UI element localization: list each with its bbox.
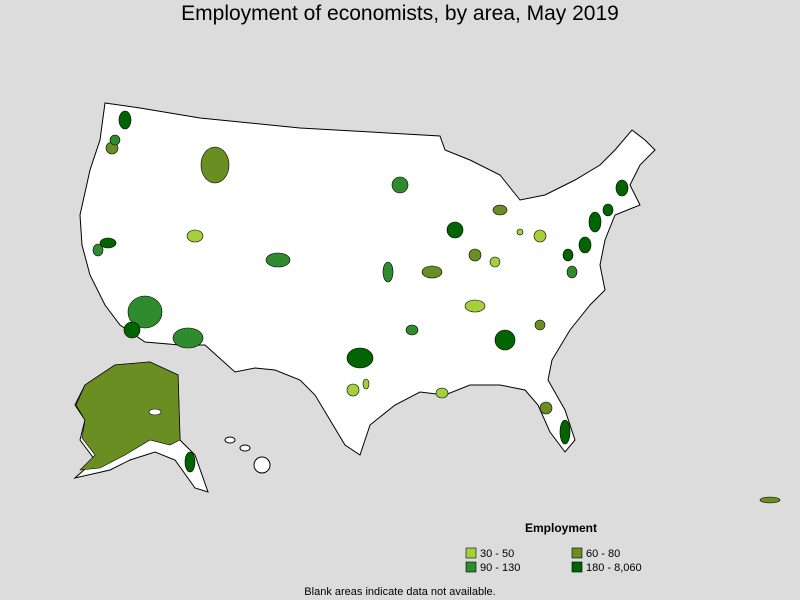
area-shade (494, 329, 516, 351)
hawaii (239, 444, 251, 452)
area-shade (265, 252, 291, 268)
area-shade (615, 179, 629, 197)
area-shade (184, 451, 196, 473)
map (73, 102, 781, 504)
area-shade (75, 361, 181, 471)
legend-label: 60 - 80 (586, 548, 620, 560)
area-shade (391, 176, 409, 194)
alaska-lake (148, 408, 162, 416)
legend-swatch (571, 547, 583, 559)
legend-swatch (465, 547, 477, 559)
area-shade (588, 211, 602, 233)
legend-swatch (571, 561, 583, 573)
area-shade (200, 146, 230, 184)
area-shade (446, 221, 464, 239)
hawaii (253, 456, 271, 474)
area-shade (516, 228, 524, 236)
area-shade (435, 387, 449, 399)
area-shade (492, 204, 508, 216)
area-shade (118, 110, 132, 130)
area-shade (559, 419, 571, 445)
area-shade (534, 319, 546, 331)
area-shade (539, 401, 553, 415)
hawaii (224, 436, 236, 444)
area-shade (421, 265, 443, 279)
map-title: Employment of economists, by area, May 2… (181, 2, 619, 25)
area-shade (562, 248, 574, 262)
legend-swatch (465, 561, 477, 573)
area-shade (346, 347, 374, 369)
area-shade (464, 299, 486, 313)
footnote: Blank areas indicate data not available. (304, 586, 495, 598)
area-shade (123, 321, 141, 339)
area-shade (468, 248, 482, 262)
area-shade (99, 237, 117, 249)
area-shade (759, 496, 781, 504)
area-shade (578, 236, 592, 254)
area-shade (533, 229, 547, 243)
area-shade (346, 383, 360, 397)
area-shade (566, 265, 578, 279)
legend-title: Employment (525, 521, 597, 535)
area-shade (92, 243, 104, 257)
area-shade (109, 134, 121, 146)
area-shade (405, 324, 419, 336)
area-shade (382, 261, 394, 283)
area-shade (362, 378, 370, 390)
area-shade (172, 327, 204, 349)
area-shade (602, 203, 614, 217)
legend-label: 90 - 130 (480, 562, 520, 574)
area-shade (489, 256, 501, 268)
legend-label: 180 - 8,060 (586, 562, 642, 574)
area-shade (127, 295, 163, 329)
area-shade (186, 229, 204, 243)
legend-label: 30 - 50 (480, 548, 514, 560)
legend: 30 - 50 60 - 80 90 - 130 180 - 8,060 (465, 547, 642, 574)
